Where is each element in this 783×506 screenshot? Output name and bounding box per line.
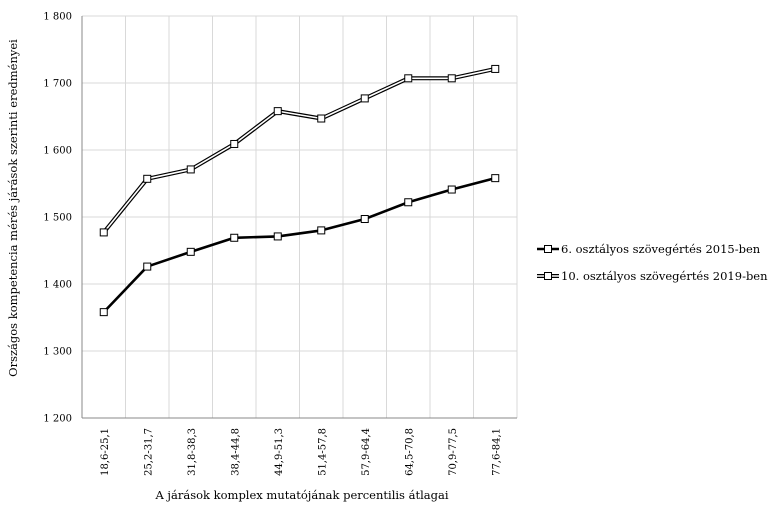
- series-0-marker-9: [491, 174, 500, 183]
- series-0-line: [102, 176, 496, 314]
- series-0-marker-1: [143, 262, 152, 271]
- legend-label-1: 10. osztályos szövegértés 2019-ben: [561, 269, 768, 283]
- series-1-marker-3: [230, 139, 239, 148]
- series-0-marker-2: [186, 247, 195, 256]
- x-tick-labels: 18,6-25,1 25,2-31,7 31,8-38,3 38,4-44,8 44,9…: [100, 428, 503, 476]
- y-tick-label-2: 1 400: [43, 280, 72, 291]
- legend-marker-0: [544, 245, 552, 253]
- y-tick-label-5: 1 700: [43, 79, 72, 90]
- series-1-marker-6: [360, 94, 369, 103]
- series-0-marker-5: [317, 226, 326, 235]
- x-tick-label-6: 57,9-64,4: [361, 428, 372, 476]
- x-tick-label-7: 64,5-70,8: [404, 428, 415, 476]
- y-axis-title: Országos kompetencia mérés járások szeri…: [6, 39, 20, 377]
- series-lines: [99, 64, 500, 317]
- y-tick-label-6: 1 800: [43, 12, 72, 23]
- y-tick-label-0: 1 200: [43, 414, 72, 425]
- x-tick-label-9: 77,6-84,1: [491, 428, 502, 476]
- x-tick-label-3: 38,4-44,8: [230, 428, 241, 476]
- y-tick-label-1: 1 300: [43, 347, 72, 358]
- series-1-marker-7: [404, 74, 413, 83]
- legend: 6. osztályos szövegértés 2015-ben 10. osz…: [537, 242, 768, 283]
- x-tick-label-1: 25,2-31,7: [143, 428, 154, 476]
- series-1-marker-2: [186, 165, 195, 174]
- x-tick-label-0: 18,6-25,1: [100, 428, 111, 476]
- series-1-marker-5: [317, 114, 326, 123]
- x-tick-label-2: 31,8-38,3: [187, 428, 198, 476]
- x-tick-label-8: 70,9-77,5: [448, 428, 459, 476]
- series-1-line-inner: [103, 68, 496, 233]
- y-tick-labels: 1 200 1 300 1 400 1 500 1 600 1 700 1 800: [43, 12, 72, 425]
- legend-marker-1: [544, 272, 552, 280]
- x-tick-label-5: 51,4-57,8: [317, 428, 328, 476]
- y-tick-label-3: 1 500: [43, 213, 72, 224]
- series-1-marker-4: [273, 107, 282, 116]
- gridlines: [82, 15, 518, 418]
- series-1-marker-8: [447, 74, 456, 83]
- x-tick-label-4: 44,9-51,3: [274, 428, 285, 476]
- series-0-marker-7: [404, 198, 413, 207]
- y-tick-label-4: 1 600: [43, 146, 72, 157]
- series-1-marker-0: [99, 228, 108, 237]
- series-1-marker-1: [143, 174, 152, 183]
- legend-label-0: 6. osztályos szövegértés 2015-ben: [561, 242, 761, 256]
- series-0-marker-4: [273, 232, 282, 241]
- series-0-marker-8: [447, 185, 456, 194]
- series-0-marker-3: [230, 233, 239, 242]
- series-0-marker-6: [360, 215, 369, 224]
- series-1-marker-9: [491, 64, 500, 73]
- series-0-marker-0: [99, 308, 108, 317]
- x-axis-title: A járások komplex mutatójának percentili…: [154, 488, 448, 502]
- axes: [81, 16, 517, 419]
